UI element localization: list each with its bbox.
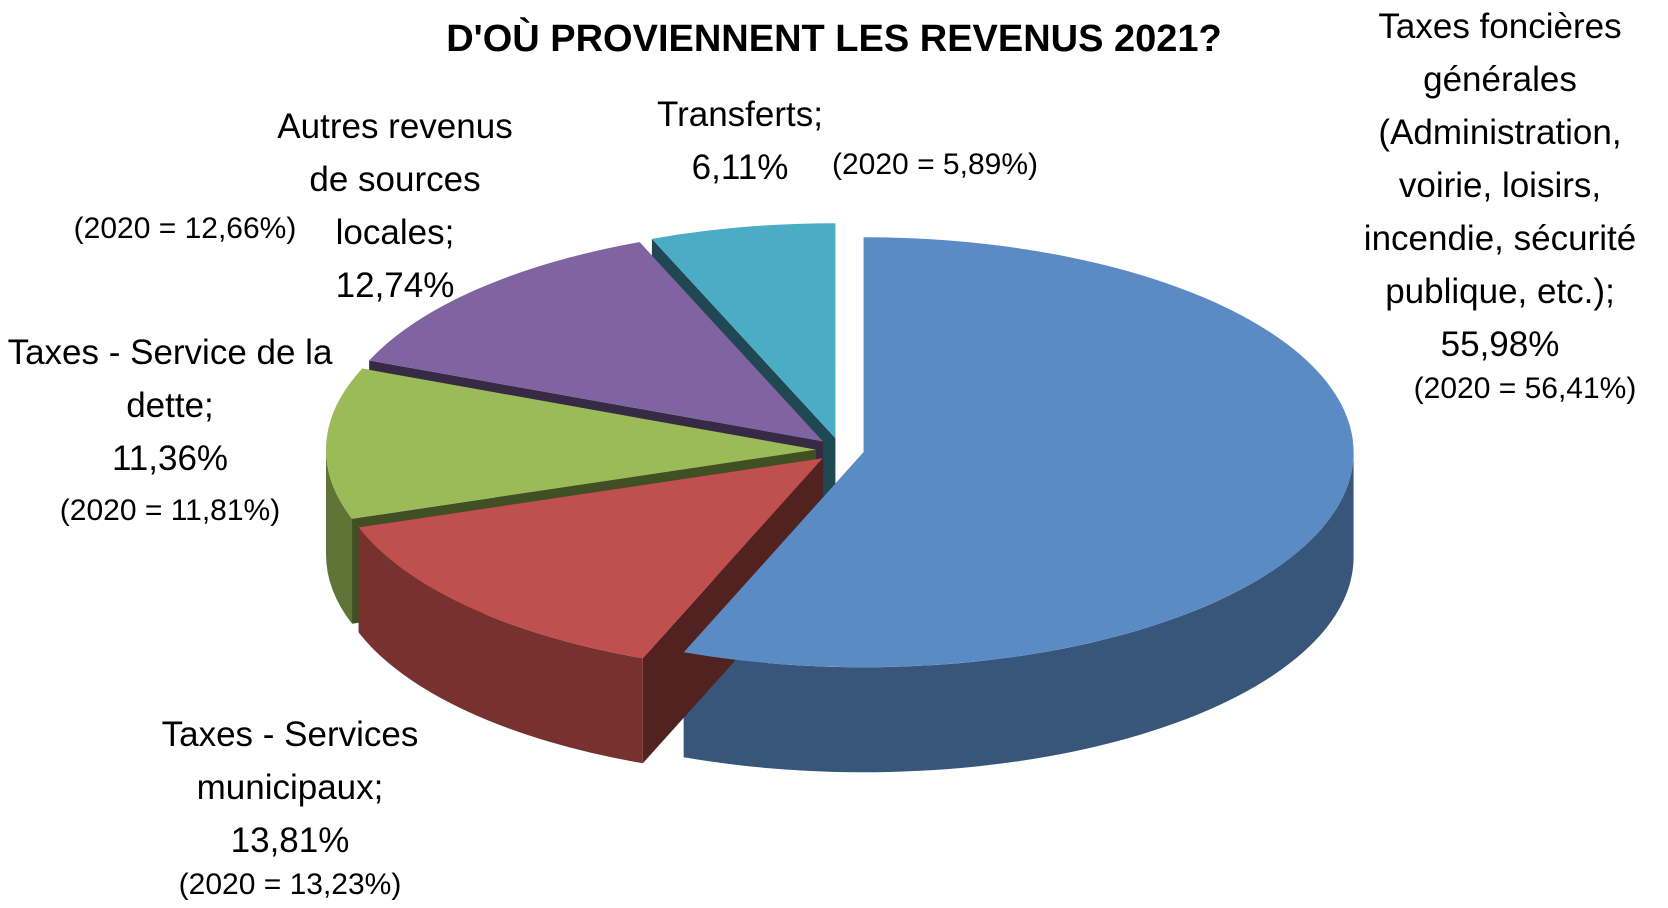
slice-label: Taxes - Service de la dette; 11,36% — [5, 326, 335, 485]
category-label: Taxes - Service de la dette; — [7, 333, 333, 425]
category-label: Autres revenus de sources locales; — [277, 107, 513, 252]
slice — [683, 237, 1354, 668]
category-label: Transferts; — [657, 95, 823, 134]
annotation: (2020 = 11,81%) — [59, 494, 281, 527]
value-label: 6,11% — [691, 148, 789, 187]
category-label: Taxes foncières générales (Administratio… — [1363, 7, 1637, 311]
slice-label: Taxes - Services municipaux; 13,81% — [140, 708, 440, 867]
annotation: (2020 = 56,41%) — [1413, 372, 1637, 405]
annotation: (2020 = 5,89%) — [832, 148, 1038, 181]
value-label: 11,36% — [111, 439, 229, 478]
annotation: (2020 = 12,66%) — [73, 212, 297, 245]
slice-label: Taxes foncières générales (Administratio… — [1330, 0, 1668, 371]
value-label: 13,81% — [230, 821, 350, 860]
slice-side — [326, 449, 353, 624]
value-label: 55,98% — [1440, 325, 1560, 364]
slice-side — [358, 527, 643, 764]
category-label: Taxes - Services municipaux; — [161, 715, 419, 807]
annotation: (2020 = 13,23%) — [178, 868, 402, 901]
chart-title: D'OÙ PROVIENNENT LES REVENUS 2021? — [446, 18, 1222, 60]
slice-label: Autres revenus de sources locales; 12,74… — [255, 100, 535, 312]
slice — [358, 458, 823, 659]
slice — [326, 368, 817, 519]
slice-side — [683, 452, 1354, 773]
value-label: 12,74% — [335, 266, 455, 305]
slice — [369, 242, 824, 442]
slice — [651, 223, 836, 439]
slice-label: Transferts; 6,11% — [615, 88, 865, 194]
